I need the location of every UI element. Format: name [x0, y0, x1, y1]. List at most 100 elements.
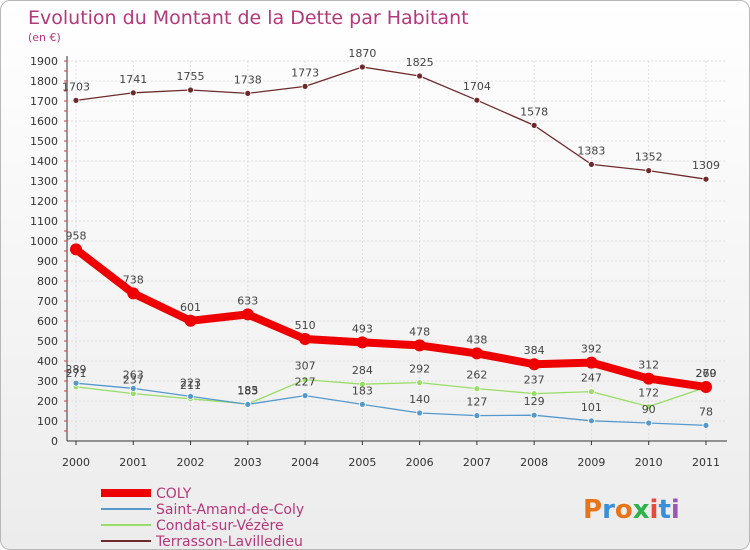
y-tick-label: 1100 [30, 215, 58, 228]
data-point [530, 411, 538, 419]
data-point [699, 381, 712, 393]
data-point [588, 388, 595, 396]
data-point [473, 96, 481, 104]
x-tick-label: 2001 [119, 456, 147, 469]
x-tick-label: 2010 [635, 456, 663, 469]
data-label: 90 [642, 403, 656, 416]
data-label: 312 [638, 359, 659, 372]
legend-item: Terrasson-Lavilledieu [101, 534, 303, 550]
data-label: 237 [123, 374, 144, 387]
data-point [642, 372, 655, 385]
data-label: 127 [466, 396, 487, 409]
y-tick-label: 1900 [30, 55, 58, 68]
data-label: 1352 [635, 151, 663, 164]
legend-label: Terrasson-Lavilledieu [155, 534, 303, 550]
data-label: 478 [409, 325, 430, 338]
y-tick-label: 800 [37, 275, 58, 288]
data-point [413, 339, 426, 352]
x-tick-label: 2008 [520, 456, 548, 469]
data-point [301, 83, 309, 90]
data-label: 1825 [406, 56, 434, 69]
data-label: 601 [180, 301, 201, 314]
data-label: 1383 [577, 144, 605, 157]
chart-title: Evolution du Montant de la Dette par Hab… [28, 7, 469, 29]
data-point [299, 333, 312, 345]
data-label: 1704 [463, 80, 491, 93]
data-point [72, 97, 80, 104]
data-point [588, 160, 595, 168]
logo-letter: i [650, 495, 659, 525]
series-line [75, 66, 707, 180]
x-tick-label: 2011 [692, 456, 720, 469]
data-label: 307 [295, 360, 316, 373]
grid-lines [67, 60, 727, 442]
y-tick-label: 500 [37, 335, 58, 348]
data-label: 227 [295, 376, 316, 389]
y-tick-label: 1600 [30, 115, 58, 128]
series-line [75, 378, 707, 408]
data-label: 271 [66, 367, 87, 380]
data-point [645, 419, 653, 427]
data-point [530, 390, 538, 398]
y-tick-label: 1700 [30, 95, 58, 108]
data-point [585, 356, 598, 369]
x-tick-label: 2006 [406, 456, 434, 469]
data-label: 738 [123, 273, 144, 286]
data-label: 633 [237, 294, 258, 307]
y-tick-label: 200 [37, 395, 58, 408]
data-label: 269 [695, 367, 716, 380]
x-tick-label: 2003 [234, 456, 262, 469]
data-point [645, 403, 653, 411]
y-tick-label: 1800 [30, 75, 58, 88]
data-label: 289 [66, 363, 87, 376]
data-label: 1309 [692, 159, 720, 172]
x-tick-label: 2005 [348, 456, 376, 469]
data-label: 292 [409, 363, 430, 376]
legend-item: Saint-Amand-de-Coly [101, 502, 304, 518]
data-label: 172 [638, 387, 659, 400]
proxiti-logo: Proxiti [583, 495, 680, 525]
data-label: 392 [581, 343, 602, 356]
y-tick-label: 1300 [30, 175, 58, 188]
legend: COLYSaint-Amand-de-ColyCondat-sur-Vézère… [101, 486, 304, 550]
y-tick-labels: 0 100 200 300 400 500 600 700 800 900 1000 1100 1200… [30, 55, 58, 448]
data-label: 223 [180, 376, 201, 389]
data-point [187, 86, 194, 94]
data-label: 129 [524, 395, 545, 408]
data-point [127, 287, 140, 300]
logo-letter: x [633, 495, 650, 525]
data-label: 1755 [177, 70, 205, 83]
data-point [72, 379, 80, 387]
data-point [358, 400, 366, 408]
legend-label: COLY [156, 486, 192, 502]
data-point [358, 380, 366, 388]
data-label: 958 [66, 229, 87, 242]
x-tick-label: 2000 [62, 456, 90, 469]
y-tick-label: 100 [37, 415, 58, 428]
data-point [301, 392, 309, 400]
logo-letter: i [671, 495, 680, 525]
data-label: 183 [237, 384, 258, 397]
data-label: 1870 [348, 47, 376, 60]
data-label: 284 [352, 364, 373, 377]
data-point [470, 347, 483, 360]
data-point [129, 384, 137, 392]
data-label: 1578 [520, 105, 548, 118]
data-point [645, 167, 653, 175]
data-label: 510 [295, 319, 316, 332]
y-tick-label: 1000 [30, 235, 58, 248]
data-label: 263 [123, 368, 144, 381]
data-point [244, 400, 252, 408]
data-label: 140 [409, 393, 430, 406]
x-tick-label: 2007 [463, 456, 491, 469]
y-tick-label: 0 [51, 435, 58, 448]
data-point [184, 314, 197, 327]
data-point [702, 421, 710, 429]
y-tick-label: 1500 [30, 135, 58, 148]
series-terrasson-lavilledieu: 1703 1741 1755 1738 1773 1870 1825 1704 1578 1383… [62, 47, 720, 183]
data-point [416, 72, 424, 80]
data-label: 1741 [119, 73, 147, 86]
data-point [301, 376, 309, 384]
data-point [416, 409, 424, 417]
data-label: 438 [466, 333, 487, 346]
